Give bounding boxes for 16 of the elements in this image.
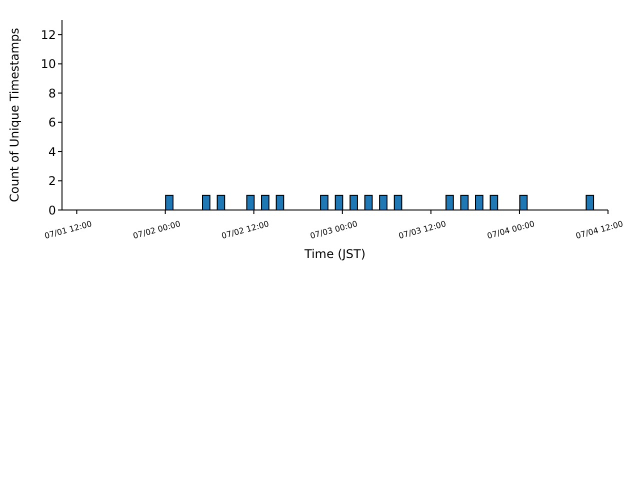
x-tick-label: 07/03 12:00 — [398, 219, 448, 241]
x-tick-label: 07/02 12:00 — [220, 219, 270, 241]
y-tick-label: 0 — [48, 203, 56, 218]
x-tick-label: 07/04 00:00 — [486, 219, 536, 241]
x-tick-label: 07/02 00:00 — [132, 219, 182, 241]
x-axis-title: Time (JST) — [303, 247, 366, 261]
y-tick-label: 12 — [40, 28, 56, 42]
y-tick-label: 10 — [40, 57, 56, 72]
x-tick-label: 07/04 12:00 — [574, 219, 624, 241]
y-tick-label: 2 — [48, 174, 56, 188]
x-tick-label: 07/03 00:00 — [309, 219, 358, 241]
y-tick-label: 8 — [48, 86, 56, 100]
y-axis-title: Count of Unique Timestamps — [7, 28, 22, 202]
y-tick-label: 4 — [48, 144, 56, 159]
y-tick-label: 6 — [48, 116, 56, 130]
x-tick-label: 07/01 12:00 — [44, 219, 93, 241]
